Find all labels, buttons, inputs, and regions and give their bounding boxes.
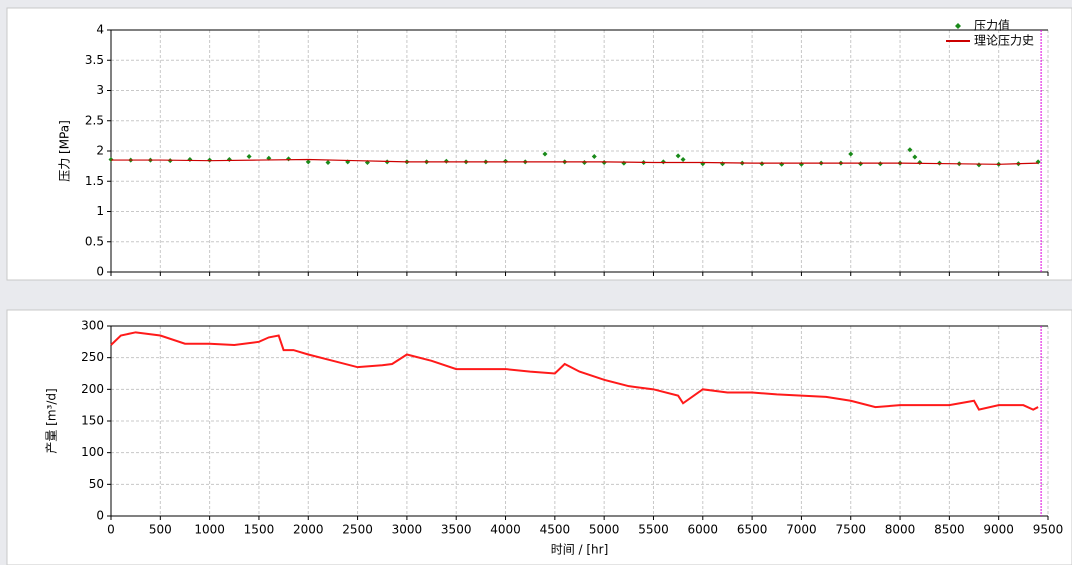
x-tick-label: 8500: [934, 523, 965, 537]
y-axis-label: 压力 [MPa]: [58, 120, 72, 182]
point: [246, 153, 252, 159]
x-tick-label: 7500: [835, 523, 866, 537]
y-axis-label: 产量 [m³/d]: [45, 388, 59, 453]
point: [305, 159, 311, 165]
point: [660, 159, 666, 165]
y-tick-label: 1.5: [85, 174, 104, 188]
y-tick-label: 4: [96, 23, 104, 37]
y-tick-label: 2: [96, 144, 104, 158]
x-tick-label: 6000: [688, 523, 719, 537]
legend-label: 压力值: [974, 18, 1010, 33]
point: [912, 154, 918, 160]
x-tick-label: 7000: [786, 523, 817, 537]
x-tick-label: 9000: [983, 523, 1014, 537]
x-tick-label: 9500: [1033, 523, 1064, 537]
y-tick-label: 3: [96, 83, 104, 97]
point: [503, 158, 509, 164]
y-tick-label: 50: [89, 477, 104, 491]
y-tick-label: 2.5: [85, 113, 104, 127]
x-tick-label: 4000: [490, 523, 521, 537]
point: [907, 147, 913, 153]
panel: [6, 7, 1072, 281]
point: [680, 156, 686, 162]
point: [675, 153, 681, 159]
panel: [6, 309, 1072, 565]
line: [111, 158, 1039, 165]
x-tick-label: 1500: [244, 523, 275, 537]
point: [325, 159, 331, 165]
x-tick-label: 5000: [589, 523, 620, 537]
line: [110, 331, 1039, 411]
x-tick-label: 6500: [737, 523, 768, 537]
point: [581, 159, 587, 165]
point: [877, 161, 883, 167]
y-tick-label: 3.5: [85, 53, 104, 67]
y-tick-label: 250: [81, 350, 104, 364]
point: [601, 159, 607, 165]
point: [207, 157, 213, 163]
point: [591, 153, 597, 159]
x-tick-label: 3500: [441, 523, 472, 537]
y-tick-label: 0: [96, 265, 104, 279]
x-tick-label: 3000: [392, 523, 423, 537]
point: [759, 161, 765, 167]
point: [848, 151, 854, 157]
x-tick-label: 1000: [194, 523, 225, 537]
x-tick-label: 500: [149, 523, 172, 537]
legend-label: 理论压力史: [974, 34, 1034, 48]
x-axis-label: 时间 / [hr]: [551, 543, 609, 557]
y-tick-label: 300: [81, 319, 104, 333]
point: [443, 158, 449, 164]
x-tick-label: 5500: [638, 523, 669, 537]
point: [542, 151, 548, 157]
x-tick-label: 4500: [540, 523, 571, 537]
x-tick-label: 2500: [342, 523, 373, 537]
x-tick-label: 8000: [885, 523, 916, 537]
legend-marker: [955, 23, 961, 29]
y-tick-label: 1: [96, 204, 104, 218]
point: [858, 161, 864, 167]
x-tick-label: 2000: [293, 523, 324, 537]
point: [108, 156, 114, 162]
y-tick-label: 0.5: [85, 234, 104, 248]
y-tick-label: 100: [81, 445, 104, 459]
x-tick-label: 0: [107, 523, 115, 537]
y-tick-label: 200: [81, 382, 104, 396]
y-tick-label: 0: [96, 509, 104, 523]
y-tick-label: 150: [81, 414, 104, 428]
